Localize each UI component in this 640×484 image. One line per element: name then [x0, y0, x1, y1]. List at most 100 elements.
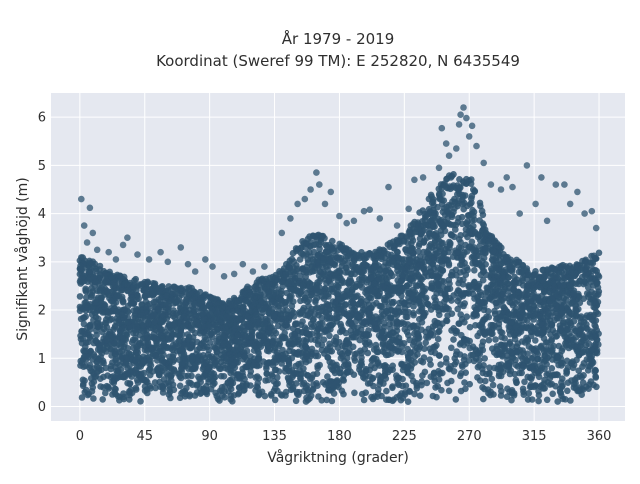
- data-point: [587, 299, 594, 306]
- data-point: [241, 342, 248, 349]
- data-point: [568, 360, 575, 367]
- data-point: [361, 275, 368, 282]
- data-point: [508, 300, 515, 307]
- data-point: [267, 324, 274, 331]
- data-point: [359, 362, 366, 369]
- data-point: [446, 388, 453, 395]
- data-point: [498, 244, 505, 251]
- data-point: [351, 294, 358, 301]
- data-point: [236, 353, 243, 360]
- data-point: [577, 300, 584, 307]
- data-point: [266, 281, 273, 288]
- data-point: [383, 388, 390, 395]
- data-point: [389, 258, 396, 265]
- data-point: [240, 323, 247, 330]
- data-point: [529, 396, 536, 403]
- data-point: [351, 355, 358, 362]
- data-point: [205, 322, 212, 329]
- data-point: [501, 305, 508, 312]
- data-point: [404, 329, 411, 336]
- data-point: [222, 324, 229, 331]
- data-point: [463, 226, 470, 233]
- data-point: [519, 365, 526, 372]
- data-point: [131, 360, 138, 367]
- data-point: [246, 320, 253, 327]
- data-point: [423, 213, 430, 220]
- data-point: [470, 212, 477, 219]
- data-point: [124, 281, 131, 288]
- data-point: [166, 358, 173, 365]
- data-point: [106, 385, 113, 392]
- data-point: [581, 349, 588, 356]
- data-point: [166, 386, 173, 393]
- data-point: [234, 332, 241, 339]
- data-point: [448, 345, 455, 352]
- data-point: [503, 255, 510, 262]
- data-point: [259, 276, 266, 283]
- data-point: [578, 313, 585, 320]
- data-point: [388, 314, 395, 321]
- data-point: [495, 291, 502, 298]
- data-point: [206, 301, 213, 308]
- data-point: [436, 352, 443, 359]
- data-point: [459, 363, 466, 370]
- data-point: [193, 382, 200, 389]
- data-point: [519, 277, 526, 284]
- data-point: [103, 316, 110, 323]
- data-point: [281, 265, 288, 272]
- data-point: [361, 397, 368, 404]
- data-point: [156, 289, 163, 296]
- data-point: [126, 392, 133, 399]
- data-point: [116, 320, 123, 327]
- data-point: [421, 354, 428, 361]
- data-point: [592, 255, 599, 262]
- data-point: [298, 322, 305, 329]
- data-point: [210, 381, 217, 388]
- data-point: [410, 378, 417, 385]
- data-point: [391, 245, 398, 252]
- data-point: [302, 343, 309, 350]
- data-point: [341, 279, 348, 286]
- data-point: [87, 348, 94, 355]
- data-point: [209, 295, 216, 302]
- data-point: [370, 302, 377, 309]
- data-point: [247, 382, 254, 389]
- data-point: [497, 317, 504, 324]
- data-point: [227, 383, 234, 390]
- data-point: [544, 397, 551, 404]
- data-point: [497, 329, 504, 336]
- data-point: [245, 314, 252, 321]
- data-point: [351, 371, 358, 378]
- data-point: [77, 293, 84, 300]
- data-point: [426, 230, 433, 237]
- data-point: [432, 384, 439, 391]
- data-point: [461, 379, 468, 386]
- data-point: [195, 374, 202, 381]
- data-point: [549, 365, 556, 372]
- data-point: [496, 362, 503, 369]
- data-point: [299, 307, 306, 314]
- data-point: [453, 330, 460, 337]
- data-point: [87, 362, 94, 369]
- data-point: [374, 349, 381, 356]
- data-point: [381, 335, 388, 342]
- data-point: [559, 348, 566, 355]
- data-point: [116, 333, 123, 340]
- data-point: [341, 308, 348, 315]
- data-point: [339, 388, 346, 395]
- data-point: [359, 284, 366, 291]
- data-point: [416, 346, 423, 353]
- data-point: [555, 354, 562, 361]
- data-point: [90, 395, 97, 402]
- data-point: [549, 391, 556, 398]
- data-point: [556, 264, 563, 271]
- data-point: [489, 256, 496, 263]
- data-point: [477, 200, 484, 207]
- data-point: [453, 348, 460, 355]
- data-point: [510, 280, 517, 287]
- data-point: [453, 396, 460, 403]
- data-point: [460, 206, 467, 213]
- data-point: [88, 368, 95, 375]
- data-point: [519, 268, 526, 275]
- data-point: [399, 272, 406, 279]
